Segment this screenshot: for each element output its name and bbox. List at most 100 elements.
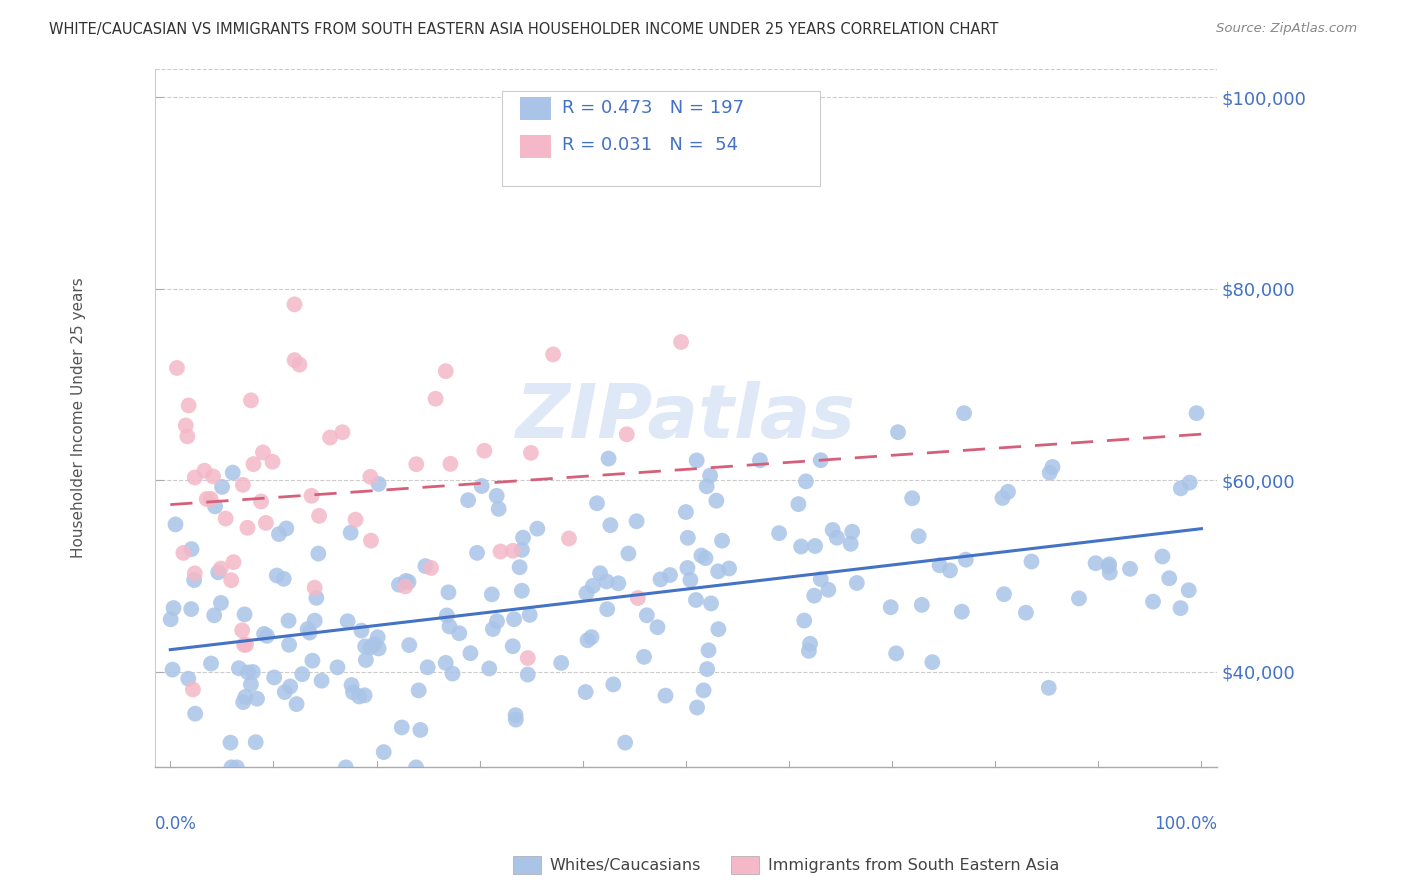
Point — [1177, 583, 1199, 598]
Point — [291, 667, 314, 681]
Point — [794, 475, 817, 489]
Point — [209, 596, 232, 610]
Point — [305, 591, 328, 605]
Text: Source: ZipAtlas.com: Source: ZipAtlas.com — [1216, 22, 1357, 36]
Point — [285, 697, 308, 711]
Point — [950, 605, 973, 619]
Point — [394, 579, 416, 593]
Point — [1098, 566, 1121, 580]
Point — [416, 660, 439, 674]
Point — [254, 516, 277, 530]
Point — [901, 491, 924, 506]
Point — [1097, 559, 1119, 574]
Point — [718, 561, 741, 575]
Point — [405, 760, 427, 774]
Point — [939, 563, 962, 577]
Point — [373, 745, 395, 759]
Point — [614, 736, 637, 750]
Point — [354, 653, 377, 667]
Point — [420, 561, 443, 575]
Point — [505, 708, 527, 723]
Point — [307, 547, 329, 561]
Point — [1159, 571, 1181, 585]
Point — [928, 558, 950, 573]
Point — [277, 614, 299, 628]
Point — [449, 626, 471, 640]
Point — [301, 654, 323, 668]
Point — [233, 607, 256, 622]
Point — [550, 656, 572, 670]
Point — [512, 531, 534, 545]
Text: 100.0%: 100.0% — [1154, 815, 1218, 833]
Point — [575, 685, 598, 699]
Point — [232, 695, 254, 709]
Text: WHITE/CAUCASIAN VS IMMIGRANTS FROM SOUTH EASTERN ASIA HOUSEHOLDER INCOME UNDER 2: WHITE/CAUCASIAN VS IMMIGRANTS FROM SOUTH… — [49, 22, 998, 37]
Point — [839, 537, 862, 551]
Point — [686, 700, 709, 714]
Point — [1015, 606, 1038, 620]
Point — [647, 620, 669, 634]
Point — [266, 568, 288, 582]
Point — [482, 622, 505, 636]
Point — [697, 643, 720, 657]
Point — [222, 466, 245, 480]
Point — [598, 451, 620, 466]
Point — [253, 627, 276, 641]
Point — [311, 673, 333, 688]
Point — [485, 489, 508, 503]
Point — [586, 496, 609, 510]
Point — [207, 566, 229, 580]
Point — [202, 608, 225, 623]
Point — [193, 464, 215, 478]
Point — [825, 531, 848, 545]
Point — [803, 589, 825, 603]
Point — [228, 661, 250, 675]
Point — [879, 600, 901, 615]
Text: ZIPatlas: ZIPatlas — [516, 382, 856, 454]
Point — [276, 521, 298, 535]
Point — [633, 649, 655, 664]
Point — [595, 574, 617, 589]
Point — [415, 559, 437, 574]
Point — [174, 418, 197, 433]
Point — [200, 491, 222, 506]
Point — [332, 425, 354, 440]
Point — [696, 662, 718, 676]
Point — [363, 637, 385, 651]
Point — [202, 469, 225, 483]
Point — [541, 347, 564, 361]
Point — [617, 547, 640, 561]
Point — [297, 622, 319, 636]
Point — [481, 587, 503, 601]
Point — [353, 688, 375, 702]
Point — [576, 633, 599, 648]
Point — [219, 573, 242, 587]
Text: Immigrants from South Eastern Asia: Immigrants from South Eastern Asia — [768, 858, 1059, 872]
Point — [405, 457, 427, 471]
Point — [359, 470, 381, 484]
Point — [436, 608, 458, 623]
Text: R = 0.473   N = 197: R = 0.473 N = 197 — [562, 99, 745, 117]
Point — [488, 501, 510, 516]
Point — [288, 358, 311, 372]
Point — [696, 479, 718, 493]
Point — [799, 637, 821, 651]
Point — [388, 577, 411, 591]
Point — [177, 672, 200, 686]
Point — [707, 622, 730, 636]
Point — [347, 690, 370, 704]
Point — [304, 581, 326, 595]
Point — [441, 666, 464, 681]
Point — [787, 497, 810, 511]
Point — [686, 453, 709, 467]
Point — [921, 655, 943, 669]
Point — [159, 612, 181, 626]
Point — [465, 546, 488, 560]
Point — [1067, 591, 1090, 606]
Point — [166, 360, 188, 375]
Point — [177, 399, 200, 413]
Point — [245, 735, 267, 749]
Point — [472, 443, 495, 458]
Point — [209, 561, 232, 575]
Point — [319, 430, 342, 444]
